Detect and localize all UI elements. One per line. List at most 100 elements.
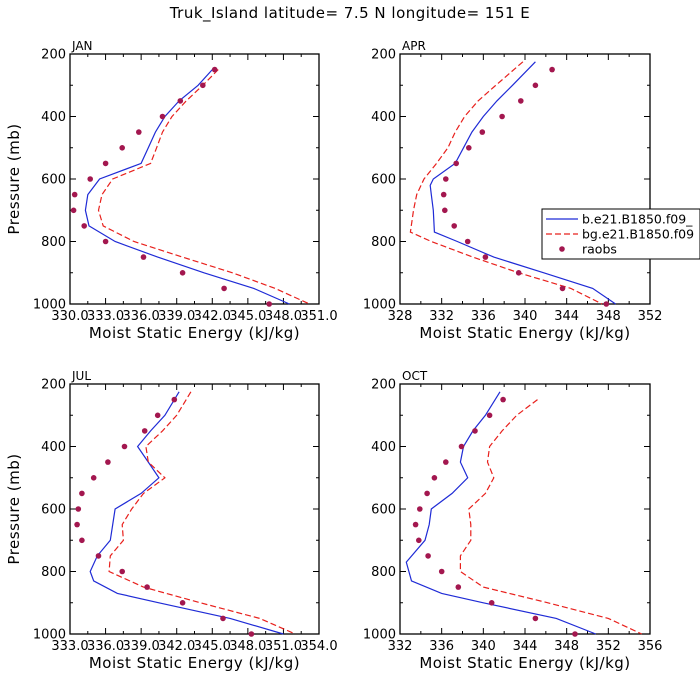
y-tick-label: 600	[41, 503, 66, 518]
raobs-point	[482, 254, 489, 260]
x-tick-label: 351.0	[265, 639, 302, 654]
raobs-point	[211, 66, 218, 73]
raobs-point	[425, 553, 431, 559]
raobs-point	[144, 584, 150, 590]
raobs-point	[136, 129, 142, 135]
x-tick-label: 354.0	[300, 639, 337, 654]
raobs-point	[74, 521, 80, 528]
x-tick-label: 344	[513, 639, 538, 654]
raobs-point	[171, 396, 178, 403]
x-tick-label: 345.0	[194, 639, 231, 654]
y-tick-label: 1000	[33, 628, 66, 643]
raobs-point	[532, 615, 539, 622]
raobs-point	[479, 129, 486, 135]
raobs-point	[442, 207, 448, 214]
raobs-point	[559, 285, 566, 292]
y-tick-label: 400	[371, 440, 396, 455]
raobs-point	[549, 66, 555, 73]
raobs-point	[200, 82, 206, 89]
raobs-point	[154, 412, 161, 419]
panel-jul: 200 400 600 800 1000333.0336.0339.0342.0345.…	[5, 369, 338, 672]
x-tick-label: 342.0	[194, 309, 231, 324]
x-axis-label: Moist Static Energy (kJ/kg)	[419, 324, 630, 342]
y-tick-label: 600	[371, 173, 396, 188]
series-line-bg	[459, 399, 642, 635]
raobs-point	[95, 553, 102, 559]
raobs-point	[472, 428, 478, 434]
x-tick-label: 348	[596, 309, 621, 324]
page-title: Truk_Island latitude= 7.5 N longitude= 1…	[169, 4, 531, 22]
raobs-point	[179, 270, 186, 276]
panel-label: JAN	[71, 39, 93, 53]
x-tick-label: 340	[471, 639, 496, 654]
plot-frame	[399, 383, 651, 635]
raobs-point	[159, 113, 166, 120]
x-tick-label: 344	[554, 309, 579, 324]
raobs-point	[177, 98, 184, 104]
raobs-point	[121, 443, 128, 450]
raobs-point	[141, 428, 148, 434]
x-tick-label: 356	[638, 639, 663, 654]
raobs-point	[500, 396, 506, 403]
raobs-point	[248, 631, 255, 637]
raobs-point	[488, 600, 495, 606]
raobs-point	[532, 82, 539, 89]
panel-jan: 200 400 600 800 1000330.0333.0336.0339.0342.…	[5, 39, 338, 342]
raobs-point	[90, 475, 97, 481]
raobs-point	[221, 285, 227, 292]
raobs-point	[458, 443, 465, 450]
panel-label: OCT	[402, 369, 428, 383]
y-tick-label: 1000	[33, 298, 66, 313]
raobs-point	[572, 631, 578, 637]
x-axis-label: Moist Static Energy (kJ/kg)	[89, 654, 300, 672]
raobs-point	[464, 238, 471, 245]
raobs-point	[105, 459, 111, 465]
raobs-point	[79, 537, 85, 544]
x-tick-label: 330.0	[51, 309, 88, 324]
y-tick-label: 1000	[363, 298, 396, 313]
series-line-b	[429, 61, 616, 305]
y-tick-label: 200	[371, 48, 396, 63]
y-tick-label: 1000	[363, 628, 396, 643]
y-tick-label: 400	[41, 110, 66, 125]
x-tick-label: 332	[429, 309, 454, 324]
raobs-point	[451, 223, 458, 229]
x-tick-label: 333.0	[51, 639, 88, 654]
raobs-point	[87, 176, 93, 182]
y-tick-label: 200	[41, 48, 66, 63]
raobs-point	[119, 145, 125, 151]
raobs-point	[70, 207, 77, 214]
x-tick-label: 328	[388, 309, 413, 324]
raobs-point	[431, 475, 438, 481]
series-line-bg	[97, 69, 310, 305]
y-tick-label: 200	[371, 378, 396, 393]
series-line-bg	[108, 391, 296, 635]
raobs-point	[515, 270, 522, 276]
x-tick-label: 336.0	[123, 309, 160, 324]
raobs-point	[75, 506, 82, 512]
y-axis-label: Pressure (mb)	[5, 453, 23, 564]
x-tick-label: 333.0	[87, 309, 124, 324]
raobs-point	[466, 145, 472, 151]
y-tick-label: 800	[41, 565, 66, 580]
y-axis-label: Pressure (mb)	[5, 123, 23, 234]
raobs-point	[440, 191, 447, 198]
series-line-b	[84, 69, 290, 305]
x-tick-label: 352	[596, 639, 621, 654]
x-tick-label: 348.0	[265, 309, 302, 324]
raobs-point	[518, 98, 524, 104]
x-tick-label: 345.0	[229, 309, 266, 324]
legend-marker-raobs	[559, 246, 565, 252]
y-tick-label: 400	[41, 440, 66, 455]
raobs-point	[443, 459, 449, 465]
x-tick-label: 339.0	[123, 639, 160, 654]
raobs-point	[71, 191, 78, 198]
x-tick-label: 348.0	[229, 639, 266, 654]
x-tick-label: 348	[554, 639, 579, 654]
x-tick-label: 336	[429, 639, 454, 654]
legend-label: b.e21.B1850.f09_	[582, 212, 693, 227]
raobs-point	[443, 176, 449, 182]
series-line-b	[89, 391, 284, 635]
